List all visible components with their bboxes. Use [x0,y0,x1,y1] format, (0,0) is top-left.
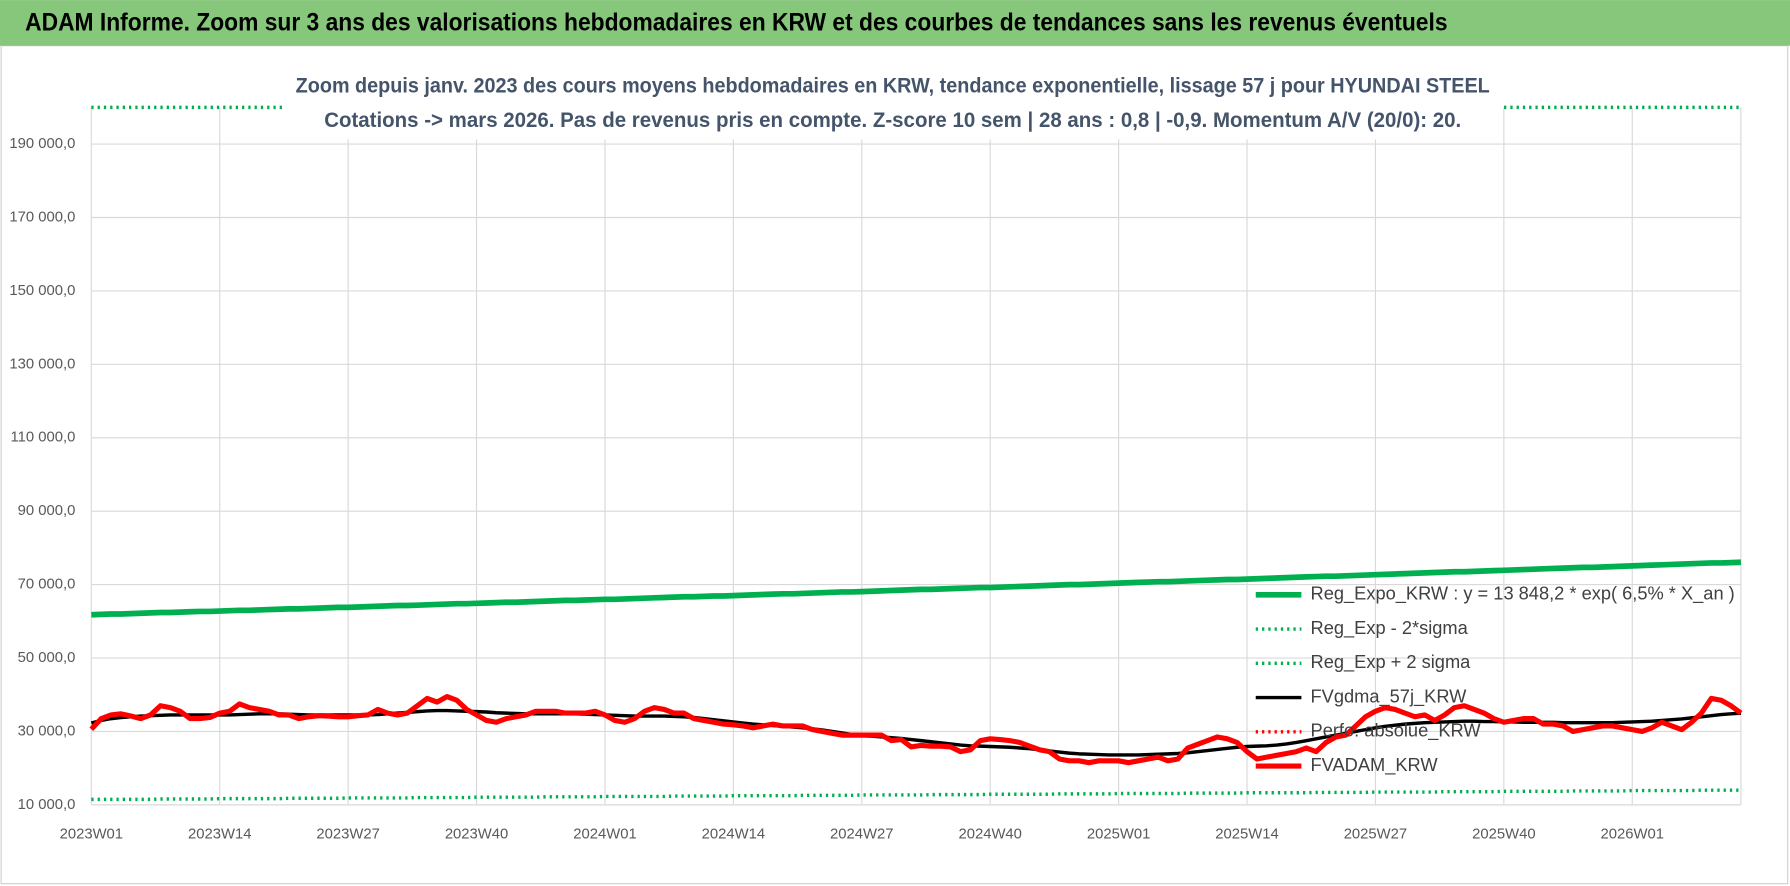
x-tick-label: 2024W01 [573,826,636,842]
y-tick-label: 110 000,0 [10,430,75,446]
x-tick-label: 2023W01 [60,826,123,842]
header-title: ADAM Informe. Zoom sur 3 ans des valoris… [25,9,1447,37]
legend-label: FVADAM_KRW [1311,754,1439,776]
legend: Reg_Expo_KRW : y = 13 848,2 * exp( 6,5% … [1255,583,1735,776]
x-tick-label: 2024W27 [830,826,893,842]
y-tick-label: 170 000,0 [9,209,75,225]
x-tick-label: 2025W27 [1344,826,1407,842]
chart-subtitle: Cotations -> mars 2026. Pas de revenus p… [324,107,1461,132]
y-tick-label: 30 000,0 [18,723,76,739]
y-tick-label: 130 000,0 [9,356,75,372]
legend-label: FVgdma_57j_KRW [1311,685,1468,707]
y-tick-label: 90 000,0 [18,503,76,519]
x-tick-label: 2023W27 [316,826,379,842]
x-tick-label: 2025W01 [1087,826,1150,842]
series-line [91,559,1742,618]
y-tick-label: 10 000,0 [18,797,76,813]
x-tick-label: 2024W40 [958,826,1021,842]
legend-label: Reg_Exp - 2*sigma [1311,617,1469,639]
chart-title: Zoom depuis janv. 2023 des cours moyens … [296,73,1490,98]
y-tick-label: 150 000,0 [9,283,75,299]
x-tick-label: 2024W14 [702,826,765,842]
legend-label: Perfo. absolue_KRW [1311,720,1482,742]
y-tick-label: 50 000,0 [18,650,76,666]
x-tick-label: 2023W14 [188,826,251,842]
series-line [89,694,1743,766]
x-tick-label: 2026W01 [1601,826,1664,842]
y-tick-label: 70 000,0 [18,577,76,593]
y-tick-label: 190 000,0 [9,136,75,152]
plot-area: 10 000,0 30 000,0 50 000,0 70 000,0 90 000,0… [9,105,1743,842]
x-tick-label: 2025W14 [1215,826,1278,842]
legend-label: Reg_Expo_KRW : y = 13 848,2 * exp( 6,5% … [1311,583,1735,605]
legend-label: Reg_Exp + 2 sigma [1311,651,1472,673]
header-bar [0,0,1790,46]
title-background [285,68,1501,140]
x-tick-label: 2025W40 [1472,826,1535,842]
x-tick-label: 2023W40 [445,826,508,842]
